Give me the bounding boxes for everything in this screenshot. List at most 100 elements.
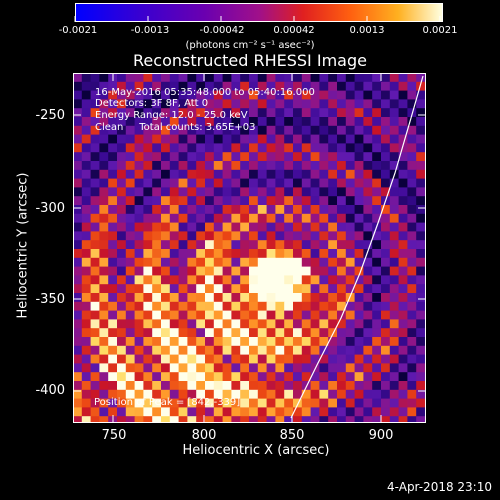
heatmap-cell — [381, 381, 391, 391]
heatmap-cell — [205, 407, 215, 417]
heatmap-cell — [90, 381, 100, 391]
heatmap-cell — [328, 125, 338, 136]
heatmap-cell — [187, 117, 197, 127]
heatmap-cell — [266, 381, 276, 391]
heatmap-cell — [81, 196, 92, 206]
heatmap-cell — [73, 161, 83, 171]
heatmap-cell — [99, 117, 109, 127]
heatmap-cell — [222, 398, 232, 408]
colorbar-tick-label: -0.0013 — [130, 25, 170, 36]
heatmap-cell — [328, 284, 338, 294]
heatmap-cell — [231, 231, 241, 241]
heatmap-cell — [249, 240, 259, 250]
heatmap-cell — [275, 205, 285, 215]
heatmap-cell — [398, 416, 408, 423]
heatmap-cell — [310, 257, 320, 268]
heatmap-cell — [372, 363, 382, 373]
heatmap-cell — [249, 90, 259, 100]
heatmap-cell — [231, 354, 241, 364]
heatmap-cell — [117, 240, 127, 250]
heatmap-cell — [73, 354, 83, 364]
heatmap-cell — [301, 389, 312, 400]
heatmap-cell — [108, 134, 118, 144]
heatmap-cell — [257, 328, 268, 338]
heatmap-cell — [275, 73, 285, 83]
heatmap-cell — [178, 222, 188, 232]
heatmap-cell — [354, 301, 364, 312]
heatmap-cell — [90, 266, 100, 276]
heatmap-cell — [363, 389, 373, 400]
heatmap-cell — [363, 169, 373, 180]
heatmap-cell — [169, 407, 180, 417]
heatmap-cell — [249, 266, 259, 276]
heatmap-cell — [416, 407, 426, 417]
heatmap-cell — [73, 240, 83, 250]
heatmap-cell — [231, 169, 241, 180]
heatmap-cell — [284, 345, 294, 356]
heatmap-cell — [161, 99, 171, 109]
heatmap-cell — [143, 249, 153, 259]
heatmap-cell — [407, 275, 417, 285]
heatmap-cell — [275, 328, 285, 338]
heatmap-cell — [161, 328, 171, 338]
heatmap-cell — [275, 337, 285, 347]
heatmap-cell — [222, 345, 232, 356]
heatmap-cell — [213, 381, 224, 391]
heatmap-cell — [337, 231, 347, 241]
heatmap-cell — [81, 222, 92, 232]
heatmap-cell — [108, 345, 118, 356]
heatmap-cell — [187, 319, 197, 329]
heatmap-cell — [213, 169, 224, 180]
heatmap-cell — [231, 117, 241, 127]
heatmap-cell — [389, 249, 400, 259]
heatmap-cell — [345, 205, 356, 215]
heatmap-cell — [249, 310, 259, 320]
heatmap-cell — [240, 81, 250, 92]
heatmap-cell — [416, 372, 426, 382]
heatmap-cell — [73, 90, 83, 100]
heatmap-cell — [249, 205, 259, 215]
heatmap-cell — [337, 398, 347, 408]
heatmap-cell — [81, 134, 92, 144]
heatmap-cell — [81, 81, 92, 92]
heatmap-cell — [222, 310, 232, 320]
heatmap-cell — [319, 134, 329, 144]
heatmap-cell — [407, 372, 417, 382]
heatmap-cell — [187, 354, 197, 364]
heatmap-cell — [134, 143, 144, 153]
heatmap-cell — [310, 301, 320, 312]
heatmap-cell — [381, 125, 391, 136]
heatmap-cell — [354, 81, 364, 92]
heatmap-cell — [389, 293, 400, 303]
heatmap-cell — [152, 372, 162, 382]
heatmap-cell — [178, 416, 188, 423]
heatmap-cell — [381, 354, 391, 364]
heatmap-cell — [213, 319, 224, 329]
heatmap-cell — [381, 416, 391, 423]
heatmap-cell — [117, 213, 127, 224]
heatmap-cell — [284, 337, 294, 347]
heatmap-cell — [284, 301, 294, 312]
heatmap-cell — [372, 293, 382, 303]
heatmap-cell — [81, 187, 92, 197]
heatmap-cell — [310, 345, 320, 356]
heatmap-cell — [81, 143, 92, 153]
heatmap-cell — [81, 328, 92, 338]
heatmap-cell — [205, 354, 215, 364]
heatmap-cell — [240, 416, 250, 423]
heatmap-cell — [416, 257, 426, 268]
heatmap-cell — [169, 363, 180, 373]
heatmap-cell — [284, 319, 294, 329]
heatmap-cell — [134, 178, 144, 188]
heatmap-cell — [205, 108, 215, 118]
heatmap-cell — [178, 389, 188, 400]
heatmap-cell — [345, 143, 356, 153]
heatmap-cell — [389, 205, 400, 215]
heatmap-cell — [416, 345, 426, 356]
heatmap-cell — [275, 416, 285, 423]
heatmap-cell — [363, 354, 373, 364]
heatmap-cell — [108, 143, 118, 153]
heatmap-cell — [354, 354, 364, 364]
heatmap-cell — [196, 213, 206, 224]
heatmap-cell — [108, 240, 118, 250]
